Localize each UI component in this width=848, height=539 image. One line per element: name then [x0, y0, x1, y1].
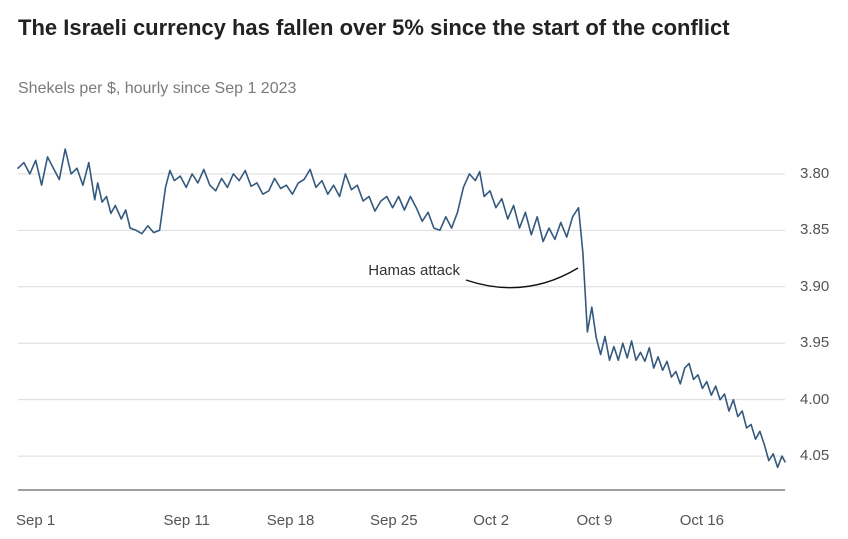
x-tick-label: Oct 2	[473, 512, 509, 529]
y-tick-label: 3.85	[800, 221, 829, 238]
y-tick-label: 3.90	[800, 278, 829, 295]
x-tick-label: Sep 25	[370, 512, 418, 529]
x-tick-label: Sep 1	[16, 512, 55, 529]
y-tick-label: 3.80	[800, 165, 829, 182]
y-tick-label: 4.00	[800, 391, 829, 408]
x-tick-label: Oct 16	[680, 512, 724, 529]
x-tick-label: Sep 11	[164, 512, 210, 529]
annotation-hamas-attack: Hamas attack	[340, 262, 460, 279]
x-tick-label: Oct 9	[577, 512, 613, 529]
y-tick-label: 3.95	[800, 334, 829, 351]
x-tick-label: Sep 18	[267, 512, 315, 529]
y-tick-label: 4.05	[800, 447, 829, 464]
